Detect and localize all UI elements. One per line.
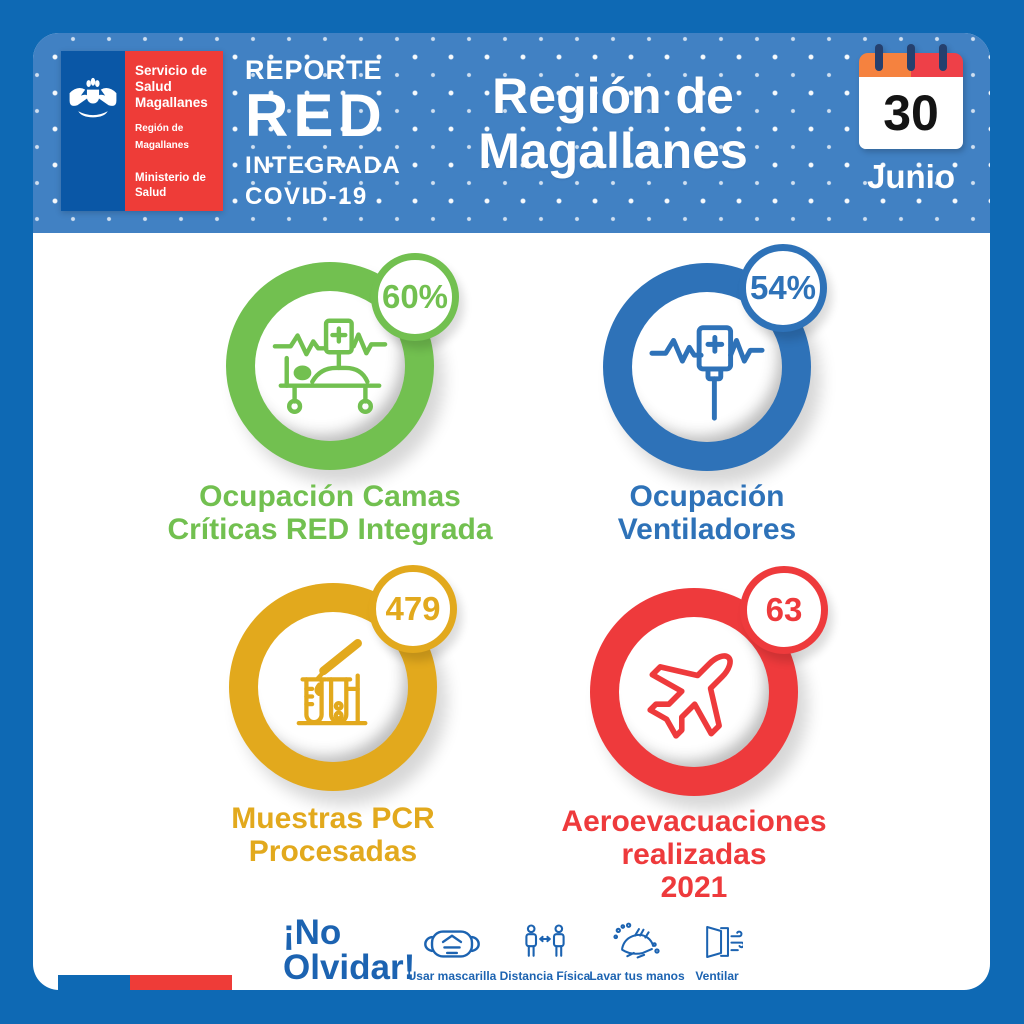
distance-icon [525, 924, 565, 957]
stat-label-line: Aeroevacuaciones [561, 805, 827, 838]
decorative-red-stripe [130, 975, 232, 990]
logo-red-panel: Servicio de Salud Magallanes Región de M… [125, 51, 223, 211]
stat-label-line: realizadas [621, 838, 767, 871]
report-line-1: REPORTE [245, 55, 383, 85]
wash-hands-icon [613, 922, 660, 959]
hospital-bed-icon [272, 318, 388, 414]
report-line-4: COVID-19 [245, 183, 368, 210]
stat-label-line: Críticas RED Integrada [167, 513, 493, 546]
logo-ministry-name: Ministerio de Salud [135, 172, 206, 200]
stat-label-camas-criticas: Ocupación Camas Críticas RED Integrada [100, 480, 560, 546]
calendar-icon: 30 [859, 44, 963, 149]
footer-item-ventilar: Ventilar [665, 917, 769, 983]
ventilator-icon [649, 325, 765, 421]
stat-label-line: 2021 [660, 871, 728, 904]
reminder-line-1: ¡No [283, 913, 342, 952]
calendar-pin-icon [875, 44, 883, 71]
reminder-heading: ¡No Olvidar! [283, 915, 415, 985]
stat-label-line: Ocupación Camas [199, 480, 461, 513]
decorative-blue-stripe [58, 975, 130, 990]
logo-region-name: Región de Magallanes [135, 122, 189, 151]
report-card: Servicio de Salud Magallanes Región de M… [33, 33, 990, 990]
footer-item-label: Ventilar [695, 969, 739, 983]
stat-value-badge: 479 [369, 565, 457, 653]
stat-value: 54% [749, 269, 817, 306]
health-service-logo: Servicio de Salud Magallanes Región de M… [61, 51, 223, 211]
calendar-pin-icon [939, 44, 947, 71]
stat-label-aeroevacuaciones: Aeroevacuaciones realizadas 2021 [494, 805, 894, 904]
stat-value-badge: 60% [371, 253, 459, 341]
date-block: 30 Junio [853, 44, 969, 196]
report-line-3: INTEGRADA [245, 152, 402, 179]
footer-item-label: Usar mascarilla [407, 969, 497, 983]
pcr-test-icon [296, 639, 368, 726]
airplane-icon [647, 653, 733, 739]
stat-value-badge: 54% [739, 244, 827, 332]
stat-ring-ventiladores [603, 263, 811, 471]
logo-blue-panel [61, 51, 125, 211]
stat-value: 60% [381, 278, 449, 315]
footer-item-label: Lavar tus manos [589, 969, 685, 983]
header-banner: Servicio de Salud Magallanes Región de M… [33, 33, 990, 233]
stat-label-line: Procesadas [248, 835, 418, 868]
stat-label-line: Ventiladores [617, 513, 797, 546]
footer-item-lavar-manos: Lavar tus manos [585, 917, 689, 983]
page-title-line-1: Región de [492, 68, 734, 124]
ventilate-icon [706, 925, 743, 959]
stat-label-line: Ocupación [629, 480, 785, 513]
stat-label-line: Muestras PCR [231, 802, 435, 835]
footer-item-distancia: Distancia Física [493, 917, 597, 983]
calendar-month: Junio [867, 158, 955, 195]
report-title-block: REPORTE RED INTEGRADA COVID-19 [245, 55, 401, 211]
calendar-day: 30 [859, 77, 963, 149]
chile-coat-of-arms-icon [69, 77, 117, 118]
stat-label-muestras-pcr: Muestras PCR Procesadas [133, 802, 533, 868]
page-title: Región de Magallanes [393, 69, 833, 179]
page-title-line-2: Magallanes [478, 123, 748, 179]
logo-org-name: Servicio de Salud Magallanes [135, 63, 208, 110]
reminder-line-2: Olvidar! [283, 948, 416, 987]
stat-value: 63 [765, 591, 803, 628]
stat-value: 479 [385, 590, 441, 627]
stat-label-ventiladores: Ocupación Ventiladores [507, 480, 907, 546]
stat-inner-circle [619, 617, 769, 767]
stat-value-badge: 63 [740, 566, 828, 654]
report-line-2: RED [245, 82, 387, 149]
footer-item-mascarilla: Usar mascarilla [400, 917, 504, 983]
footer-item-label: Distancia Física [499, 969, 591, 983]
calendar-pin-icon [907, 44, 915, 71]
mask-icon [424, 930, 480, 958]
